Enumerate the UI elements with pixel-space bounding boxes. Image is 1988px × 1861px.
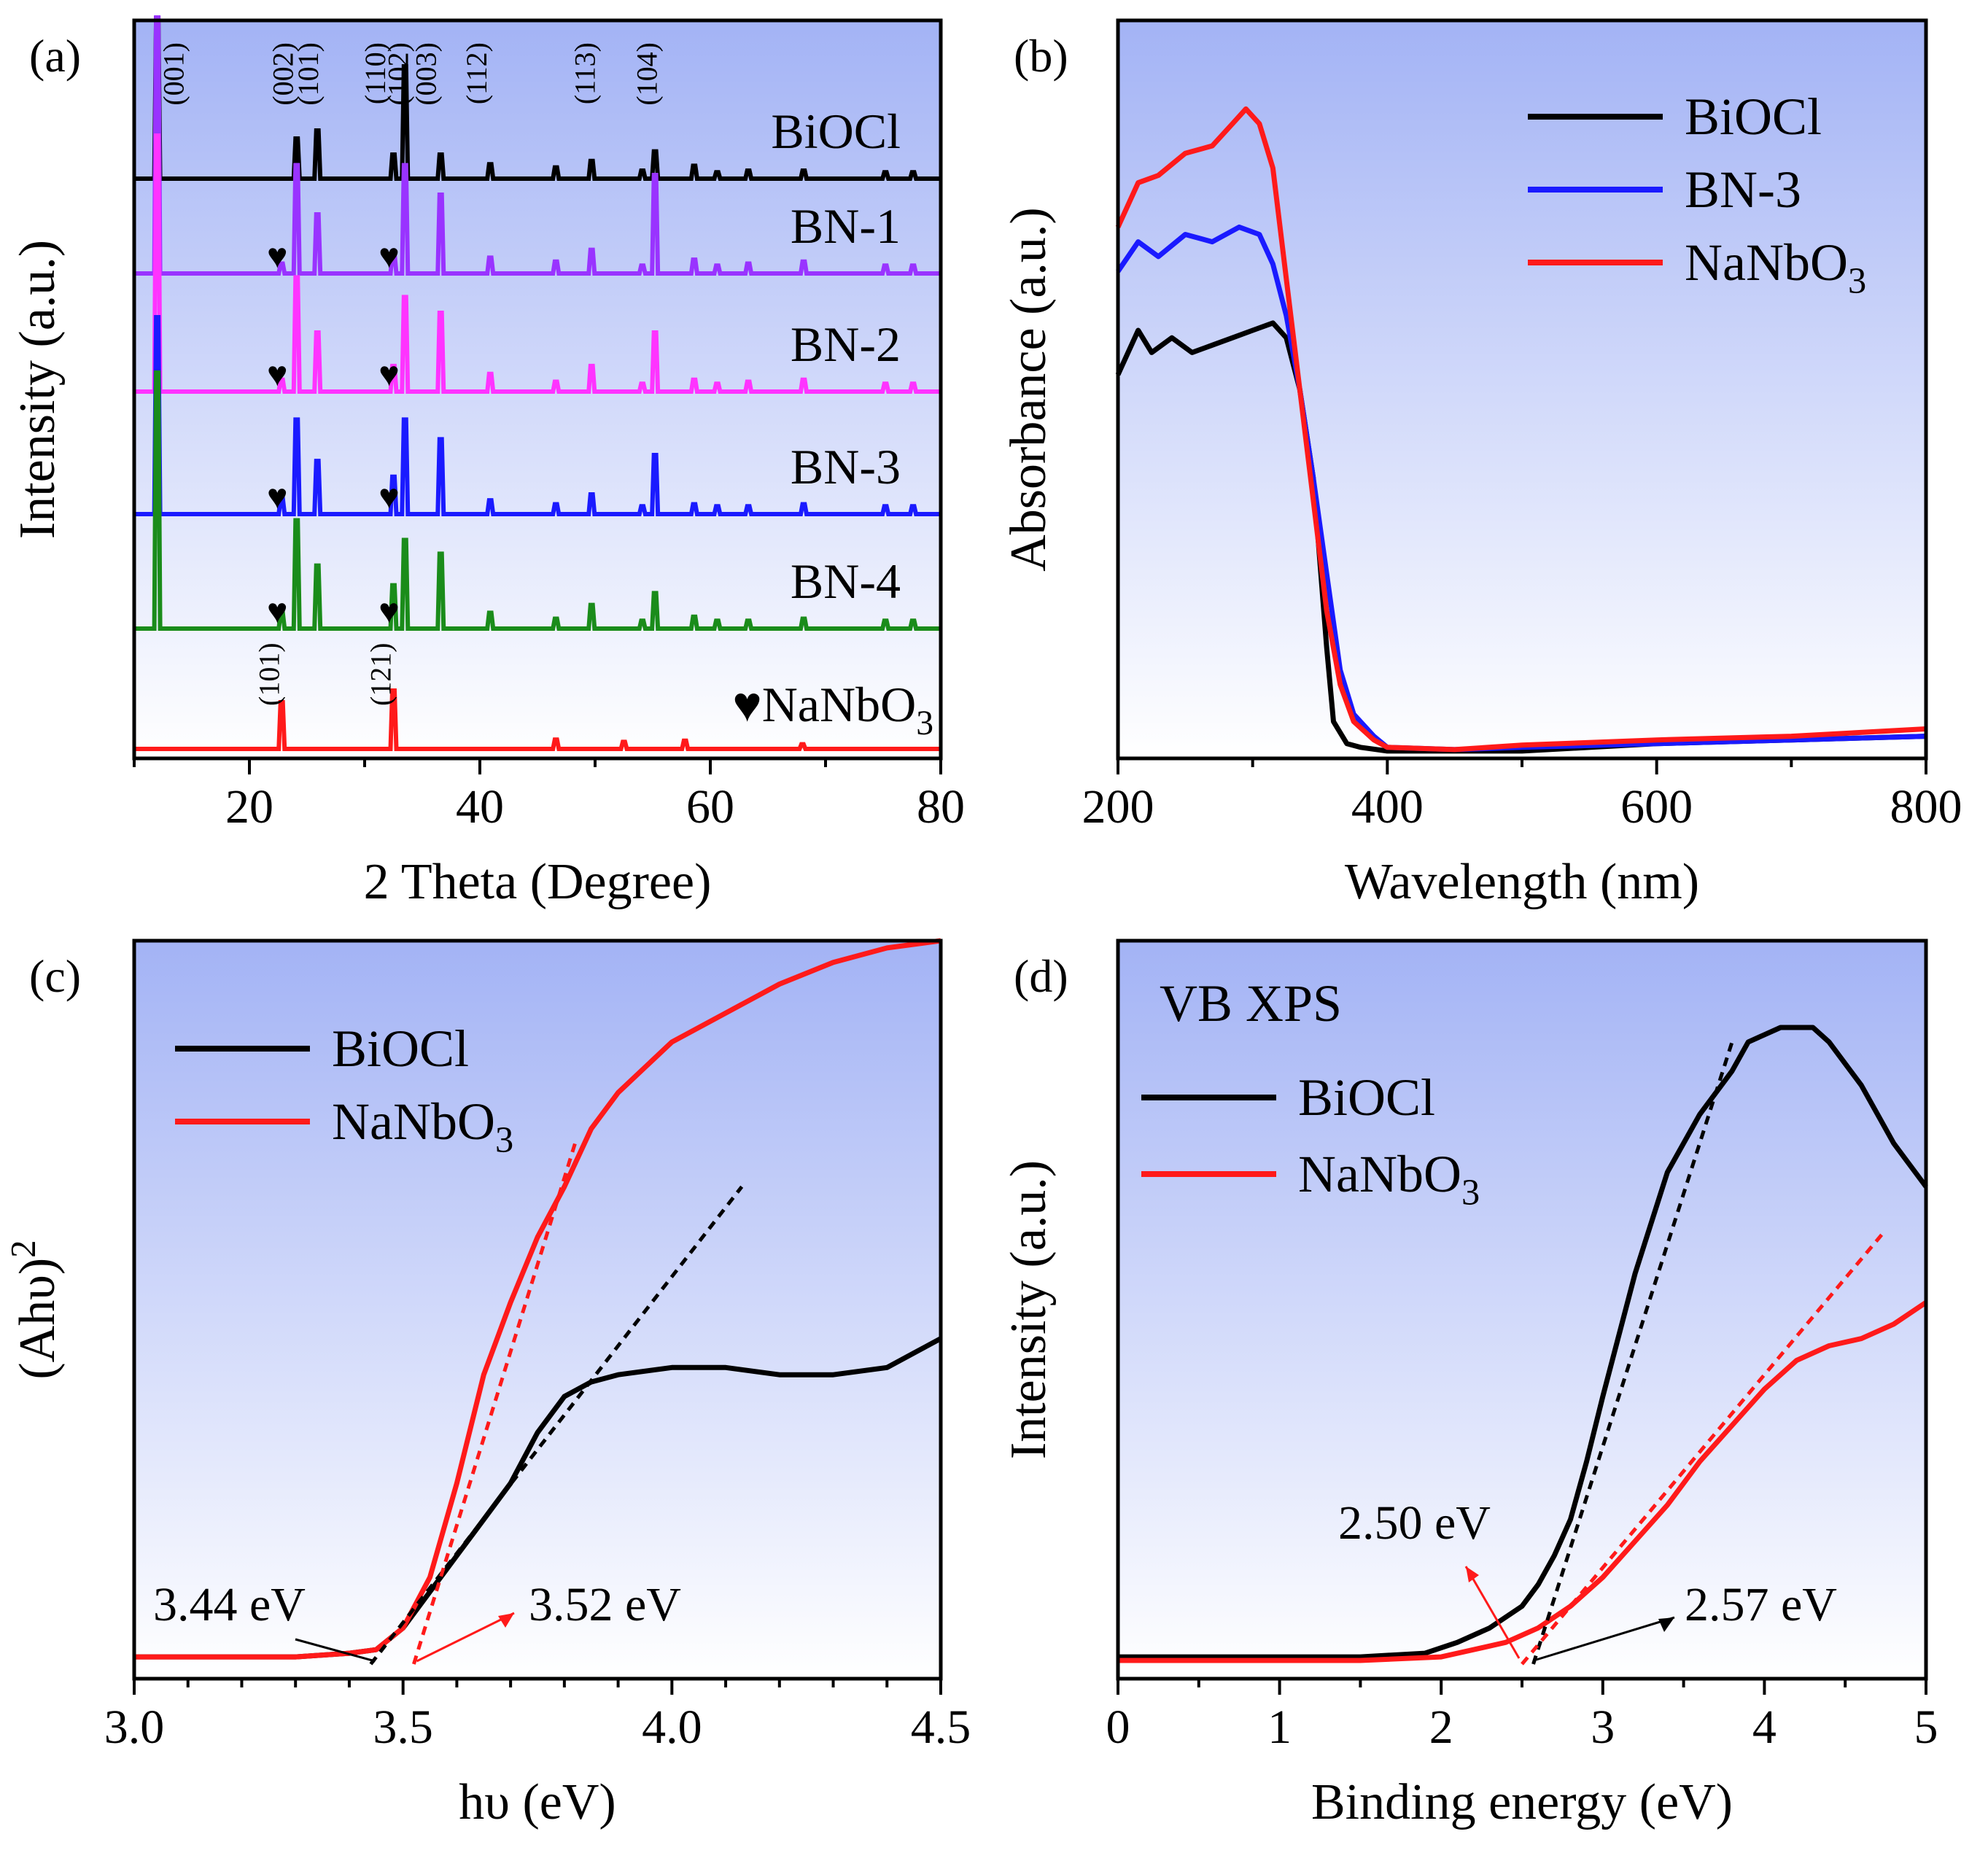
series-bn-4-line xyxy=(134,370,941,631)
arrowhead-nanbo3 xyxy=(498,1613,514,1628)
y-axis-label: Intensity (a.u.) xyxy=(9,240,66,539)
panel-c-tauc: 3.0 3.5 4.0 4.5 hυ (eV) (Ahυ)2 (c) BiOCl NaNbO3 3… xyxy=(3,938,971,1830)
miller-index-label: (113) xyxy=(568,42,601,104)
series-bn-1-line xyxy=(134,15,941,276)
x-tick-label: 80 xyxy=(917,780,965,834)
series-label-bn-4: BN-4 xyxy=(791,553,901,609)
legend-label-nanbo3: NaNbO3 xyxy=(1298,1145,1480,1213)
nanbo3-peak-heart-icon: ♥ xyxy=(378,592,400,631)
plot-frame xyxy=(132,18,943,761)
legend-label-biocl: BiOCl xyxy=(1685,88,1822,146)
legend-label-biocl: BiOCl xyxy=(332,1019,469,1078)
x-tick-label: 4.0 xyxy=(642,1701,702,1754)
x-tick-label: 60 xyxy=(686,780,734,834)
chart-title: VB XPS xyxy=(1160,974,1342,1033)
nanbo3-peak-heart-icon: ♥ xyxy=(378,478,400,516)
plot-background xyxy=(1118,20,1926,758)
miller-index-label: (112) xyxy=(460,42,493,104)
nanbo3-miller-index-label: (101) xyxy=(252,642,285,706)
panel-label: (b) xyxy=(1014,30,1068,82)
panel-label: (a) xyxy=(29,30,81,82)
series-nanbo3-line xyxy=(1118,1300,1927,1663)
x-tick-label: 0 xyxy=(1106,1701,1130,1754)
series-label-biocl: BiOCl xyxy=(771,104,901,159)
y-axis-label: (Ahυ)2 xyxy=(3,1240,66,1379)
tangent-line xyxy=(1531,1041,1734,1665)
x-axis-label: Wavelength (nm) xyxy=(1345,854,1699,910)
x-tick-label: 40 xyxy=(456,780,504,834)
plot-background xyxy=(1118,941,1926,1679)
miller-index-label: (002) xyxy=(266,42,299,106)
plot-background xyxy=(134,941,941,1679)
panel-d-vbxps: 0 1 2 3 4 5 Binding energy (eV) Intensity (a.u.… xyxy=(1001,939,1938,1830)
miller-index-label: (102) xyxy=(381,42,414,106)
arrowhead-nanbo3 xyxy=(1466,1566,1479,1582)
x-axis-label: 2 Theta (Degree) xyxy=(364,854,712,910)
y-axis-label: Intensity (a.u.) xyxy=(1001,1160,1057,1459)
annotation-arrow-nanbo3 xyxy=(416,1612,515,1663)
x-tick-label: 200 xyxy=(1082,780,1154,834)
nanbo3-miller-index-label: (121) xyxy=(365,642,397,706)
legend-label-biocl: BiOCl xyxy=(1298,1068,1435,1127)
legend-label-bn-3: BN-3 xyxy=(1685,160,1801,219)
y-axis-label: Absorbance (a.u.) xyxy=(1001,207,1057,572)
annotation-arrow-biocl xyxy=(295,1638,376,1663)
miller-index-label: (104) xyxy=(631,42,664,106)
arrowhead-biocl xyxy=(1658,1617,1674,1632)
series-bn-3-line xyxy=(134,315,941,516)
plot-frame xyxy=(1116,18,1928,761)
annotation-bandgap-biocl: 3.44 eV xyxy=(153,1578,306,1631)
tangent-line xyxy=(1521,1229,1887,1666)
panel-label: (c) xyxy=(29,950,81,1002)
x-tick-label: 2 xyxy=(1429,1701,1453,1754)
nanbo3-peak-heart-icon: ♥ xyxy=(378,237,400,276)
series-bn-2-line xyxy=(134,133,941,394)
nanbo3-peak-heart-icon: ♥ xyxy=(267,478,288,516)
miller-index-label: (003) xyxy=(409,42,442,106)
panel-a-xrd: 20 40 60 80 2 Theta (Degree) Intensity (a.u.)… xyxy=(9,15,965,910)
annotation-arrow-biocl xyxy=(1536,1616,1675,1661)
series-label-bn-2: BN-2 xyxy=(791,316,901,372)
x-axis-label: hυ (eV) xyxy=(459,1774,616,1830)
panel-b-uvvis: 200 400 600 800 Wavelength (nm) Absorbance (a… xyxy=(1001,18,1962,910)
x-tick-label: 800 xyxy=(1890,780,1962,834)
annotation-vb-biocl: 2.57 eV xyxy=(1685,1578,1837,1631)
annotation-arrow-nanbo3 xyxy=(1464,1566,1521,1659)
x-tick-label: 400 xyxy=(1351,780,1424,834)
x-tick-label: 3.0 xyxy=(104,1701,165,1754)
nanbo3-peak-heart-icon: ♥ xyxy=(267,355,288,394)
series-label-bn-3: BN-3 xyxy=(791,439,901,494)
series-biocl-line xyxy=(1118,1025,1928,1660)
x-tick-label: 3.5 xyxy=(373,1701,433,1754)
nanbo3-peak-heart-icon: ♥ xyxy=(378,355,400,394)
series-nanbo3-line xyxy=(134,938,941,1660)
plot-frame xyxy=(132,939,943,1681)
legend-label-nanbo3: NaNbO3 xyxy=(1685,233,1866,301)
series-label-bn-1: BN-1 xyxy=(791,198,901,254)
miller-index-label: (110) xyxy=(359,42,392,104)
annotation-vb-nanbo3: 2.50 eV xyxy=(1338,1496,1491,1550)
series-nanbo3-line xyxy=(134,688,941,751)
series-biocl-line xyxy=(134,16,941,181)
x-tick-label: 600 xyxy=(1620,780,1693,834)
nanbo3-peak-heart-icon: ♥ xyxy=(267,237,288,276)
x-tick-label: 20 xyxy=(225,780,273,834)
x-tick-label: 4 xyxy=(1752,1701,1777,1754)
series-nanbo3-line xyxy=(1115,106,1927,753)
x-tick-label: 5 xyxy=(1914,1701,1938,1754)
legend-label-nanbo3: NaNbO3 xyxy=(332,1092,513,1160)
series-label-nanbo3: ♥NaNbO3 xyxy=(732,677,933,742)
x-axis-label: Binding energy (eV) xyxy=(1311,1774,1733,1830)
miller-index-label: (001) xyxy=(157,42,190,106)
x-tick-label: 1 xyxy=(1267,1701,1292,1754)
panel-label: (d) xyxy=(1014,950,1068,1002)
x-tick-label: 4.5 xyxy=(911,1701,971,1754)
nanbo3-peak-heart-icon: ♥ xyxy=(267,592,288,631)
x-tick-label: 3 xyxy=(1591,1701,1615,1754)
plot-frame xyxy=(1116,939,1928,1681)
annotation-bandgap-nanbo3: 3.52 eV xyxy=(529,1578,681,1631)
miller-index-label: (101) xyxy=(292,42,325,106)
